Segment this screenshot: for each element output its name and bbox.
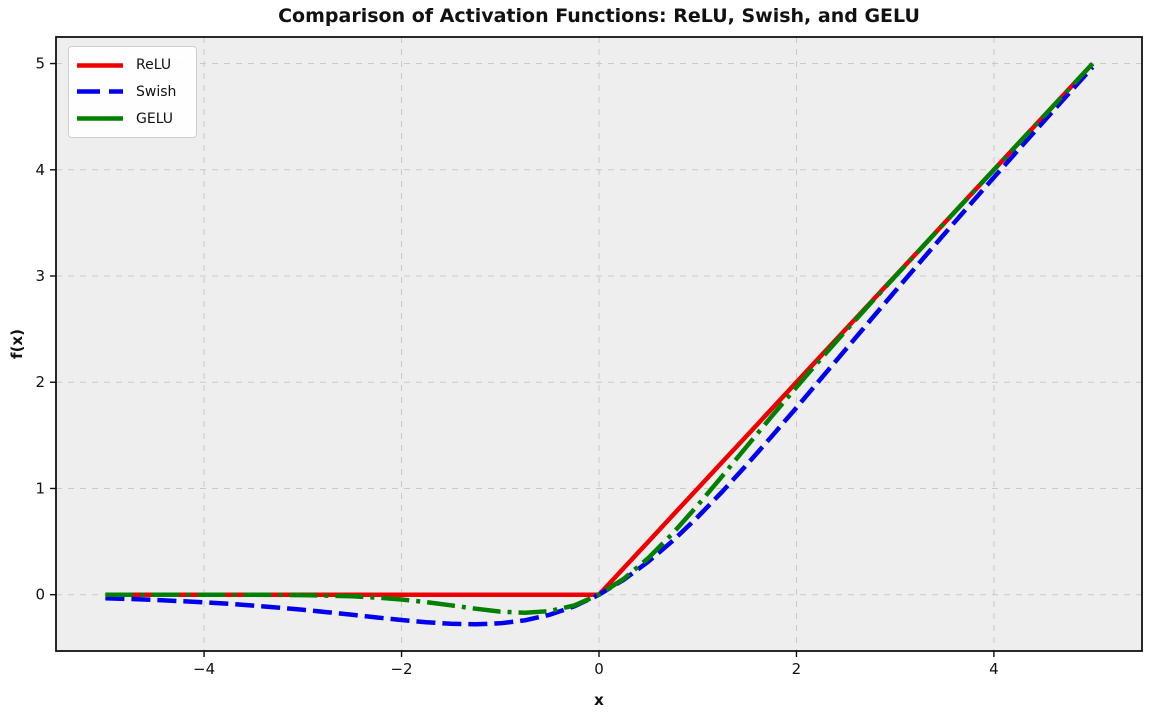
x-tick-label: −2 (390, 660, 412, 678)
legend: ReLU Swish GELU (68, 46, 197, 138)
series-line-gelu (105, 62, 1095, 616)
y-axis-label: f(x) (8, 329, 26, 359)
legend-item-gelu: GELU (77, 112, 188, 126)
legend-label-relu: ReLU (136, 57, 172, 74)
x-axis-label: x (594, 691, 604, 709)
legend-item-relu: ReLU (77, 58, 188, 72)
swish-line-sample-icon (77, 89, 123, 95)
x-tick-label: 2 (792, 660, 802, 678)
y-tick-label: 5 (35, 55, 45, 73)
relu-line-sample-icon (77, 63, 123, 68)
y-tick-label: 0 (35, 586, 45, 604)
gelu-line-sample-icon (77, 116, 123, 121)
legend-label-swish: Swish (136, 83, 177, 100)
legend-label-gelu: GELU (136, 110, 174, 127)
legend-item-swish: Swish (77, 85, 188, 99)
chart-title: Comparison of Activation Functions: ReLU… (278, 5, 920, 27)
y-tick-label: 2 (35, 373, 45, 391)
y-tick-label: 4 (35, 161, 45, 179)
x-tick-label: 0 (594, 660, 604, 678)
y-tick-label: 1 (35, 479, 45, 497)
x-tick-label: −4 (193, 660, 215, 678)
x-tick-label: 4 (989, 660, 999, 678)
y-tick-label: 3 (35, 267, 45, 285)
plot-background (56, 37, 1142, 651)
